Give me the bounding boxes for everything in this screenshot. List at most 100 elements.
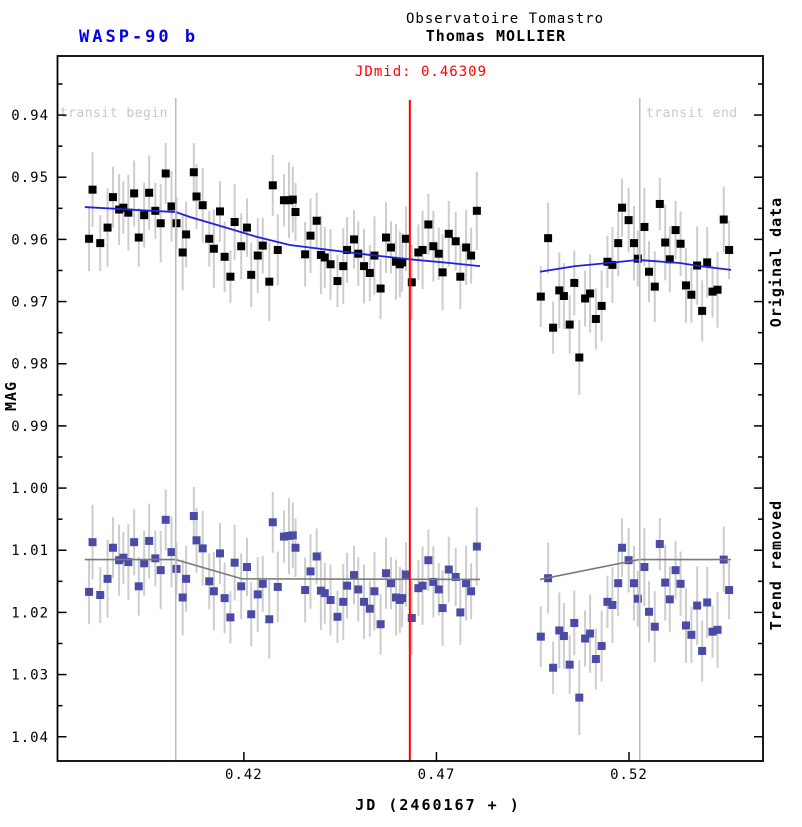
data-point-detrended [676,579,685,588]
data-point-original [216,207,225,216]
data-point-detrended [134,582,143,591]
data-point-detrended [291,543,300,552]
data-point-original [85,234,94,243]
data-point-original [555,286,564,295]
data-point-detrended [444,565,453,574]
data-point-original [570,278,579,287]
data-point-detrended [414,584,423,593]
data-point-detrended [575,693,584,702]
data-point-original [339,262,348,271]
data-point-detrended [624,556,633,565]
data-point-original [398,258,407,267]
data-point-detrended [370,587,379,596]
data-point-original [365,268,374,277]
data-point-original [130,189,139,198]
data-point-original [614,239,623,248]
transit-begin-label: transit begin [59,106,168,121]
data-point-detrended [145,536,154,545]
data-point-original [575,353,584,362]
data-point-detrended [156,566,165,575]
data-point-original [565,320,574,329]
data-point-original [247,270,256,279]
data-point-original [88,185,97,194]
data-point-original [291,208,300,217]
data-point-detrended [312,552,321,561]
data-point-original [156,219,165,228]
data-point-original [661,238,670,247]
data-point-detrended [216,549,225,558]
data-point-original [279,196,288,205]
data-point-original [301,250,310,259]
data-point-detrended [565,660,574,669]
data-point-detrended [151,554,160,563]
data-point-detrended [247,610,256,619]
data-point-detrended [665,595,674,604]
data-point-detrended [725,586,734,595]
data-point-original [559,291,568,300]
trend-curve [539,259,732,273]
data-point-original [586,289,595,298]
data-point-detrended [629,579,638,588]
data-point-original [182,230,191,239]
data-point-detrended [693,601,702,610]
data-point-original [467,251,476,260]
data-point-detrended [230,558,239,567]
data-point-original [424,220,433,229]
data-point-detrended [698,646,707,655]
data-point-detrended [85,587,94,596]
data-point-detrended [424,556,433,565]
data-point-original [360,262,369,271]
data-point-detrended [258,579,267,588]
data-point-detrended [343,581,352,590]
y-axis-title: MAG [2,381,20,411]
data-point-original [629,239,638,248]
data-point-detrended [581,634,590,643]
data-point-detrended [253,590,262,599]
data-point-original [429,242,438,251]
observer-name: Thomas MOLLIER [425,27,567,45]
data-point-detrended [640,563,649,572]
data-point-detrended [703,598,712,607]
data-point-detrended [603,597,612,606]
data-point-detrended [130,538,139,547]
data-point-detrended [242,563,251,572]
data-point-detrended [178,593,187,602]
data-point-detrended [645,607,654,616]
observatory-name: Observatoire Tomastro [405,11,605,27]
data-point-original [462,243,471,252]
data-point-original [167,202,176,211]
data-point-original [333,277,342,286]
data-point-detrended [456,608,465,617]
data-point-detrended [273,582,282,591]
data-point-detrended [220,594,229,603]
data-point-original [591,314,600,323]
data-point-original [96,239,105,248]
data-point-detrended [124,558,133,567]
data-point-original [713,285,722,294]
data-point-original [434,249,443,258]
data-point-original [242,223,251,232]
data-point-detrended [462,579,471,588]
data-point-detrended [333,612,342,621]
data-point-detrended [288,531,297,540]
data-point-original [273,245,282,254]
data-point-detrended [713,625,722,634]
data-point-original [456,272,465,281]
y-tick-label: 1.01 [11,543,49,559]
data-point-detrended [438,604,447,613]
data-point-detrended [96,591,105,600]
data-point-original [603,257,612,266]
data-point-original [725,245,734,254]
data-point-original [343,245,352,254]
data-point-original [134,233,143,242]
data-point-detrended [108,543,117,552]
x-tick-label: 0.52 [610,767,648,783]
data-point-detrended [608,600,617,609]
data-point-detrended [472,542,481,551]
data-point-detrended [549,663,558,672]
data-point-original [597,301,606,310]
x-tick-label: 0.47 [418,767,456,783]
data-point-detrended [597,641,606,650]
right-label-detrended: Trend removed [767,500,785,630]
model-curve [84,558,480,581]
